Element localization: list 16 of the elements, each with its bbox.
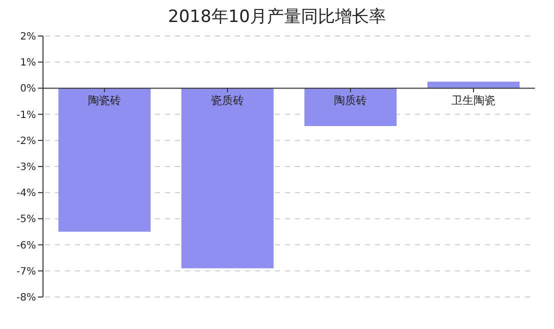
y-tick-label: -1% bbox=[16, 110, 36, 121]
y-tick-label: -3% bbox=[16, 162, 36, 173]
y-tick-label: 0% bbox=[20, 84, 36, 95]
y-tick-label: -8% bbox=[16, 292, 36, 304]
y-tick-label: -5% bbox=[16, 214, 36, 226]
y-tick-label: -6% bbox=[16, 240, 36, 252]
x-tick-label: 陶质砖 bbox=[334, 94, 367, 108]
y-tick-label: -4% bbox=[16, 188, 36, 200]
x-tick-label: 陶瓷砖 bbox=[88, 94, 121, 108]
y-tick-label: 2% bbox=[20, 32, 36, 42]
x-tick-label: 卫生陶瓷 bbox=[452, 94, 496, 108]
y-tick-label: 1% bbox=[20, 58, 36, 69]
chart-title: 2018年10月产量同比增长率 bbox=[168, 7, 386, 27]
x-tick-label: 瓷质砖 bbox=[211, 94, 244, 108]
y-tick-label: -7% bbox=[16, 266, 36, 278]
y-tick-label: -2% bbox=[16, 136, 36, 147]
